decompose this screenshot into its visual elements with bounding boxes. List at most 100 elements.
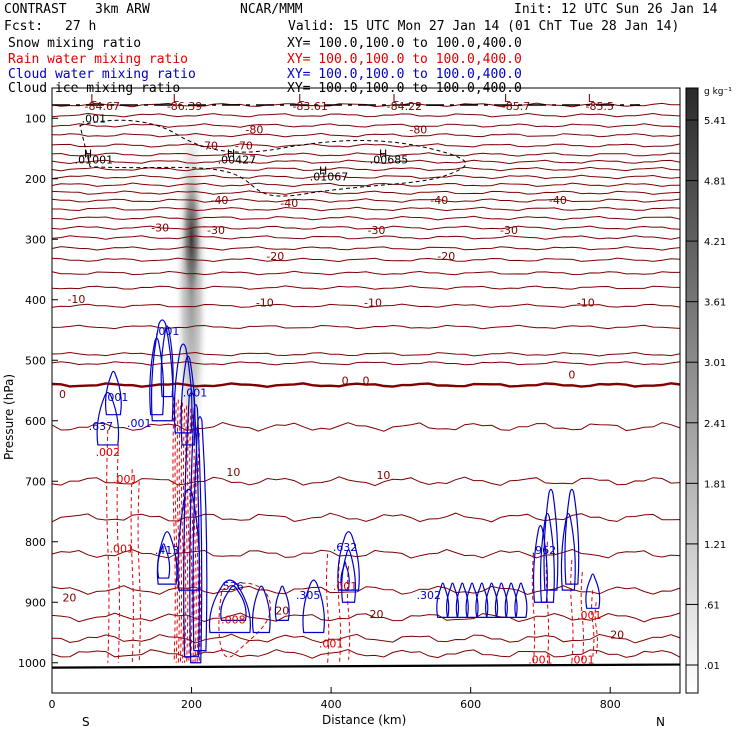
isotherm-label: -40 xyxy=(430,194,448,207)
cloud-water-label: .413 xyxy=(155,544,180,557)
cloud-water-contour xyxy=(436,582,450,618)
isotherm-label: -30 xyxy=(207,224,225,237)
isotherm-label: -10 xyxy=(577,296,595,309)
isotherm-line xyxy=(51,324,681,330)
cloud-water-contour xyxy=(445,582,460,618)
valid-time: Valid: 15 UTC Mon 27 Jan 14 (01 ChT Tue … xyxy=(288,19,680,34)
high-marker: H xyxy=(319,165,327,178)
cloud-water-contour xyxy=(96,391,120,446)
high-marker: H xyxy=(227,148,235,161)
isotherm-label: -70 xyxy=(235,140,253,153)
field-label-rain: Rain water mixing ratio xyxy=(8,52,189,67)
y-tick-label: 800 xyxy=(25,536,46,549)
rain-label: .001 xyxy=(333,580,358,593)
colorbar-tick-label: 2.41 xyxy=(704,419,726,430)
cloud-water-contour xyxy=(340,561,350,591)
cloud-water-label: .001 xyxy=(104,391,129,404)
low-marker: L xyxy=(173,92,180,105)
isotherm-label: -10 xyxy=(67,293,85,306)
isotherm-line xyxy=(52,206,681,212)
rain-contour xyxy=(580,571,584,663)
rain-contour xyxy=(176,399,180,663)
isotherm-line xyxy=(51,190,681,195)
rain-contour xyxy=(195,426,199,663)
isotherm-label: 20 xyxy=(369,608,383,621)
field-xy-rain: XY= 100.0,100.0 to 100.0,400.0 xyxy=(287,52,522,67)
rain-contour xyxy=(337,559,342,663)
rain-contour xyxy=(178,405,183,663)
cloud-water-contour xyxy=(173,343,193,434)
x-axis-title: Distance (km) xyxy=(322,713,406,727)
isotherm-line xyxy=(51,303,681,309)
isotherm-line xyxy=(51,198,681,203)
cloud-water-label: .536 xyxy=(219,580,244,593)
y-tick-label: 700 xyxy=(25,475,46,488)
field-xy-snow: XY= 100.0,100.0 to 100.0,400.0 xyxy=(287,36,522,51)
y-tick-label: 400 xyxy=(25,294,46,307)
isotherm-line xyxy=(51,257,681,263)
isotherm-label: -30 xyxy=(367,224,385,237)
x-tick-label: 200 xyxy=(181,698,202,711)
south-label: S xyxy=(82,715,90,729)
x-tick-label: 0 xyxy=(49,698,56,711)
y-axis-title: Pressure (hPa) xyxy=(2,374,16,460)
y-tick-label: 600 xyxy=(25,415,46,428)
low-marker: L xyxy=(392,92,399,105)
snow-core xyxy=(181,169,202,310)
cloud-water-contour xyxy=(564,488,580,585)
rain-contour xyxy=(187,411,191,663)
y-tick-label: 1000 xyxy=(18,657,46,670)
colorbar-tick-label: 4.81 xyxy=(704,177,726,188)
cloud-water-contour xyxy=(208,579,251,634)
isotherm-label: -10 xyxy=(364,296,382,309)
rain-label: .001 xyxy=(528,653,553,666)
cloud-water-contour xyxy=(149,337,165,416)
cloud-water-contour xyxy=(274,585,290,621)
isotherm-label: 0 xyxy=(59,388,66,401)
north-label: N xyxy=(656,715,665,729)
isotherm-label: 0 xyxy=(363,374,370,387)
cloud-water-label: .001 xyxy=(155,325,180,338)
cloud-water-contour xyxy=(157,543,171,579)
low-marker: L xyxy=(504,92,511,105)
colorbar-tick-label: .01 xyxy=(704,661,720,672)
y-tick-label: 100 xyxy=(25,112,46,125)
high-marker: H xyxy=(379,148,387,161)
cloud-water-label: .001 xyxy=(127,417,152,430)
cloud-water-contour xyxy=(465,582,479,618)
cloud-water-contour xyxy=(251,585,271,634)
colorbar-unit: g kg⁻¹ xyxy=(704,87,732,97)
isotherm-line xyxy=(51,143,681,148)
y-tick-label: 500 xyxy=(25,354,46,367)
rain-contour xyxy=(570,559,574,663)
cloud-water-label: .637 xyxy=(89,420,114,433)
cloud-water-contour xyxy=(539,512,555,603)
cloud-water-contour xyxy=(220,585,247,621)
rain-contour xyxy=(130,469,134,663)
cloud-water-contour xyxy=(455,582,469,618)
colorbar-tick-label: 5.41 xyxy=(704,116,726,127)
isotherm-label: -10 xyxy=(256,296,274,309)
isotherm-label: 0 xyxy=(568,368,575,381)
isotherm-line xyxy=(51,246,681,251)
isotherm-label: -70 xyxy=(200,140,218,153)
colorbar-tick-label: 3.61 xyxy=(704,298,726,309)
init-time: Init: 12 UTC Sun 26 Jan 14 xyxy=(514,2,718,17)
isotherm-line xyxy=(51,612,681,623)
cloud-water-label: .632 xyxy=(333,541,358,554)
cloud-water-label: .302 xyxy=(417,589,442,602)
isotherm-label: -30 xyxy=(151,221,169,234)
rain-contour xyxy=(106,429,110,663)
isotherm-line xyxy=(51,225,681,231)
isotherm-line xyxy=(51,132,681,138)
zero-degree-isotherm xyxy=(51,382,681,389)
rain-contour xyxy=(137,481,141,663)
field-label-snow: Snow mixing ratio xyxy=(8,36,142,51)
low-temp-label: -83.61 xyxy=(292,100,327,113)
isotherm-label: 20 xyxy=(610,629,624,642)
isotherm-label: 10 xyxy=(376,469,390,482)
cloud-water-contour xyxy=(532,525,548,603)
rain-label: .001 xyxy=(319,638,344,651)
rain-contour xyxy=(180,402,185,663)
